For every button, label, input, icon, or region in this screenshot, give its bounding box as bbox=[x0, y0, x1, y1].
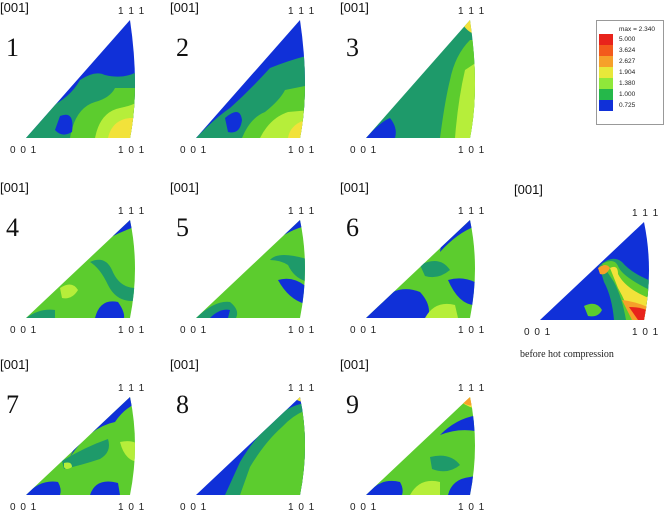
corner-001: 0 0 1 bbox=[524, 327, 551, 338]
direction-label: [001] bbox=[340, 180, 369, 195]
ipf-triangle-before: 1 1 1 0 0 1 1 0 1 bbox=[524, 208, 659, 338]
direction-label: [001] bbox=[340, 357, 369, 372]
corner-101: 1 0 1 bbox=[458, 325, 485, 336]
corner-001: 0 0 1 bbox=[350, 145, 377, 156]
panel-number: 5 bbox=[176, 213, 189, 242]
corner-001: 0 0 1 bbox=[10, 145, 37, 156]
direction-label: [001] bbox=[170, 357, 199, 372]
corner-111: 1 1 1 bbox=[288, 383, 315, 394]
panel-number: 3 bbox=[346, 33, 359, 62]
ipf-triangle-9: 1 1 1 0 0 1 1 0 1 bbox=[350, 383, 485, 513]
panel-number: 2 bbox=[176, 33, 189, 62]
ipf-triangle-2: 1 1 1 0 0 1 1 0 1 bbox=[180, 6, 315, 156]
legend-swatch bbox=[599, 100, 613, 111]
direction-label: [001] bbox=[170, 0, 199, 15]
corner-111: 1 1 1 bbox=[288, 6, 315, 17]
direction-label: [001] bbox=[0, 0, 29, 15]
panel-number: 4 bbox=[6, 213, 19, 242]
corner-101: 1 0 1 bbox=[118, 325, 145, 336]
corner-001: 0 0 1 bbox=[10, 325, 37, 336]
legend-label: 0.725 bbox=[619, 102, 636, 109]
ipf-triangle-3: 1 1 1 0 0 1 1 0 1 bbox=[350, 6, 485, 156]
pole-figure-panel-4: [001] 4 1 1 1 0 0 1 1 0 1 bbox=[0, 180, 160, 350]
panel-number: 6 bbox=[346, 213, 359, 242]
legend-label: 1.904 bbox=[619, 69, 636, 76]
ipf-triangle-1: 1 1 1 0 0 1 1 0 1 bbox=[10, 6, 145, 156]
legend-swatch bbox=[599, 89, 613, 100]
corner-001: 0 0 1 bbox=[180, 145, 207, 156]
legend-label: 1.380 bbox=[619, 80, 636, 87]
legend-swatch bbox=[599, 56, 613, 67]
pole-figure-panel-7: [001] 7 1 1 1 0 0 1 1 0 1 bbox=[0, 357, 160, 527]
corner-101: 1 0 1 bbox=[288, 145, 315, 156]
panel-number: 1 bbox=[6, 33, 19, 62]
ipf-triangle-5: 1 1 1 0 0 1 1 0 1 bbox=[180, 206, 315, 336]
pole-figure-panel-2: [001] 2 1 1 1 0 0 1 1 0 1 bbox=[170, 0, 330, 170]
pole-figure-panel-1: [001] 1 1 1 1 0 0 1 1 0 1 bbox=[0, 0, 160, 170]
corner-101: 1 0 1 bbox=[118, 145, 145, 156]
corner-111: 1 1 1 bbox=[458, 383, 485, 394]
legend-swatch bbox=[599, 45, 613, 56]
legend-label: 3.624 bbox=[619, 47, 636, 54]
legend-label: 1.000 bbox=[619, 91, 636, 98]
corner-111: 1 1 1 bbox=[288, 206, 315, 217]
direction-label: [001] bbox=[170, 180, 199, 195]
pole-figure-panel-9: [001] 9 1 1 1 0 0 1 1 0 1 bbox=[340, 357, 500, 527]
panel-number: 7 bbox=[6, 390, 19, 419]
corner-111: 1 1 1 bbox=[458, 206, 485, 217]
ipf-triangle-6: 1 1 1 0 0 1 1 0 1 bbox=[350, 206, 485, 336]
ipf-triangle-4: 1 1 1 0 0 1 1 0 1 bbox=[10, 206, 145, 336]
corner-111: 1 1 1 bbox=[118, 6, 145, 17]
corner-001: 0 0 1 bbox=[350, 502, 377, 513]
ipf-triangle-7: 1 1 1 0 0 1 1 0 1 bbox=[10, 383, 145, 513]
legend-label: 2.627 bbox=[619, 58, 636, 65]
legend-swatch bbox=[599, 78, 613, 89]
before-hot-compression-caption: before hot compression bbox=[520, 349, 614, 360]
panel-number: 9 bbox=[346, 390, 359, 419]
corner-111: 1 1 1 bbox=[118, 383, 145, 394]
pole-figure-panel-3: [001] 3 1 1 1 0 0 1 1 0 1 bbox=[340, 0, 500, 170]
direction-label: [001] bbox=[0, 180, 29, 195]
corner-001: 0 0 1 bbox=[350, 325, 377, 336]
corner-001: 0 0 1 bbox=[180, 502, 207, 513]
corner-101: 1 0 1 bbox=[288, 325, 315, 336]
corner-101: 1 0 1 bbox=[118, 502, 145, 513]
pole-figure-panel-8: [001] 8 1 1 1 0 0 1 1 0 1 bbox=[170, 357, 330, 527]
pole-figure-panel-before: [001] 1 1 1 0 0 1 1 0 1 bbox=[514, 182, 671, 352]
pole-figure-panel-5: [001] 5 1 1 1 0 0 1 1 0 1 bbox=[170, 180, 330, 350]
direction-label: [001] bbox=[514, 182, 543, 197]
panel-number: 8 bbox=[176, 390, 189, 419]
corner-101: 1 0 1 bbox=[632, 327, 659, 338]
corner-111: 1 1 1 bbox=[118, 206, 145, 217]
corner-111: 1 1 1 bbox=[458, 6, 485, 17]
legend-label: 5.000 bbox=[619, 36, 636, 43]
pole-figure-panel-6: [001] 6 1 1 1 0 0 1 1 0 1 bbox=[340, 180, 500, 350]
legend-max-label: max = 2.340 bbox=[619, 26, 655, 33]
corner-101: 1 0 1 bbox=[458, 502, 485, 513]
color-scale-legend: max = 2.340 5.000 3.624 2.627 1.904 1.38… bbox=[596, 20, 664, 125]
legend-swatch bbox=[599, 67, 613, 78]
corner-001: 0 0 1 bbox=[180, 325, 207, 336]
corner-111: 1 1 1 bbox=[632, 208, 659, 219]
direction-label: [001] bbox=[340, 0, 369, 15]
corner-101: 1 0 1 bbox=[458, 145, 485, 156]
corner-101: 1 0 1 bbox=[288, 502, 315, 513]
direction-label: [001] bbox=[0, 357, 29, 372]
legend-swatch bbox=[599, 34, 613, 45]
ipf-triangle-8: 1 1 1 0 0 1 1 0 1 bbox=[180, 383, 315, 513]
corner-001: 0 0 1 bbox=[10, 502, 37, 513]
